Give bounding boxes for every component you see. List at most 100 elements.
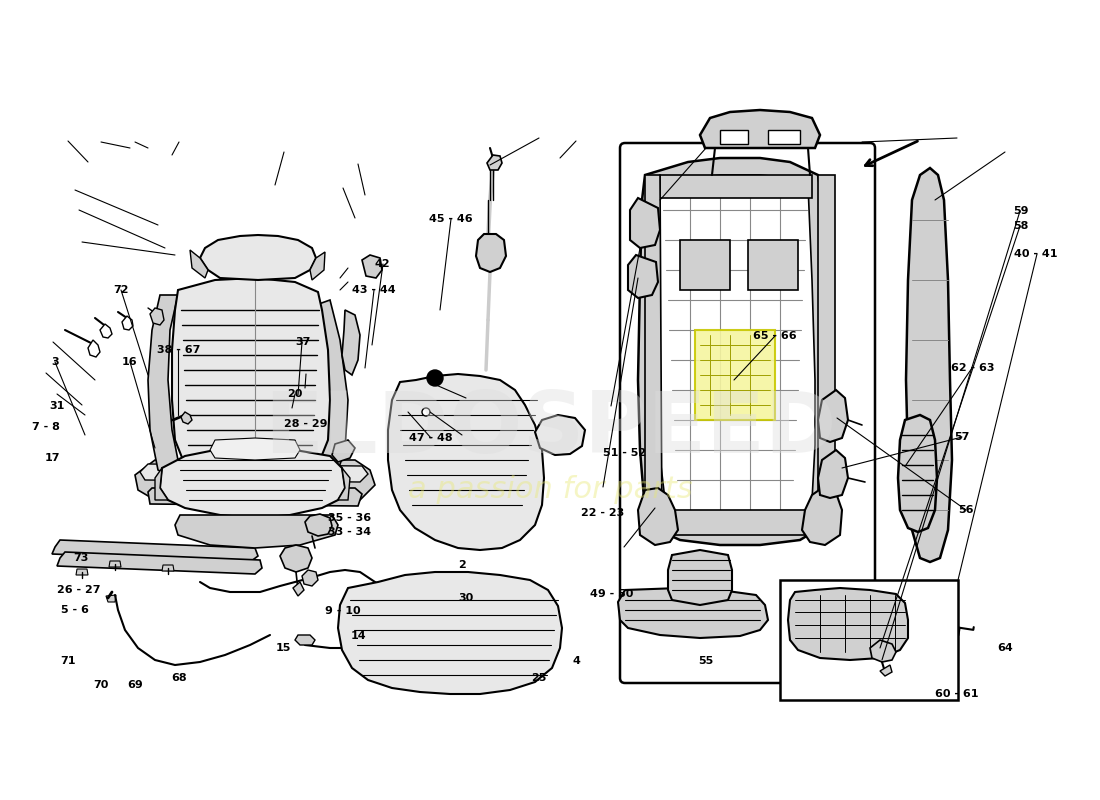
Polygon shape: [302, 570, 318, 586]
Bar: [780, 580, 958, 700]
Text: 28 - 29: 28 - 29: [284, 419, 328, 429]
Polygon shape: [645, 175, 662, 530]
Polygon shape: [57, 552, 262, 574]
Text: 5 - 6: 5 - 6: [60, 605, 89, 614]
Polygon shape: [190, 250, 208, 278]
Polygon shape: [638, 488, 678, 545]
Text: 20: 20: [287, 389, 303, 398]
Polygon shape: [162, 565, 174, 571]
Text: 47 - 48: 47 - 48: [409, 434, 453, 443]
Polygon shape: [140, 464, 368, 482]
Polygon shape: [172, 278, 330, 478]
Polygon shape: [135, 460, 375, 500]
Polygon shape: [535, 415, 585, 455]
Text: 49 - 50: 49 - 50: [590, 589, 634, 598]
Polygon shape: [88, 340, 100, 357]
Polygon shape: [660, 175, 812, 198]
Polygon shape: [148, 295, 180, 478]
Text: 70: 70: [94, 680, 109, 690]
Text: 38 - 67: 38 - 67: [156, 345, 200, 354]
Text: 71: 71: [60, 656, 76, 666]
Text: 30: 30: [459, 594, 474, 603]
Polygon shape: [122, 316, 133, 330]
Text: 33 - 34: 33 - 34: [328, 527, 372, 537]
Polygon shape: [880, 665, 892, 676]
Polygon shape: [818, 450, 848, 498]
Polygon shape: [338, 572, 562, 694]
Polygon shape: [362, 255, 382, 278]
Text: 64: 64: [998, 643, 1013, 653]
Polygon shape: [332, 440, 355, 462]
Text: 65 - 66: 65 - 66: [752, 331, 796, 341]
Text: 42: 42: [375, 259, 390, 269]
Text: 25: 25: [531, 674, 547, 683]
Polygon shape: [210, 438, 300, 460]
Polygon shape: [148, 488, 362, 506]
Polygon shape: [656, 175, 815, 528]
Text: 55: 55: [698, 656, 714, 666]
FancyBboxPatch shape: [620, 143, 875, 683]
Text: 16: 16: [122, 358, 138, 367]
Polygon shape: [668, 550, 732, 605]
Text: 26 - 27: 26 - 27: [57, 585, 101, 594]
Polygon shape: [818, 175, 835, 530]
Polygon shape: [720, 130, 748, 144]
Polygon shape: [310, 252, 324, 280]
Text: 56: 56: [958, 506, 974, 515]
Polygon shape: [870, 640, 896, 662]
Polygon shape: [155, 468, 168, 500]
Polygon shape: [338, 468, 350, 500]
Text: 2: 2: [458, 560, 466, 570]
Polygon shape: [802, 488, 842, 545]
Text: 68: 68: [172, 674, 187, 683]
Text: 69: 69: [128, 680, 143, 690]
Polygon shape: [898, 415, 937, 532]
Text: 22 - 23: 22 - 23: [581, 508, 625, 518]
Polygon shape: [788, 588, 908, 660]
Polygon shape: [476, 234, 506, 272]
Text: a passion for parts: a passion for parts: [408, 475, 692, 505]
Polygon shape: [295, 635, 315, 645]
Polygon shape: [109, 561, 121, 567]
Polygon shape: [106, 595, 116, 602]
Text: 73: 73: [74, 554, 89, 563]
Text: 59: 59: [1013, 206, 1028, 216]
Polygon shape: [680, 240, 730, 290]
Polygon shape: [293, 582, 304, 596]
Polygon shape: [342, 310, 360, 375]
Polygon shape: [175, 515, 338, 548]
Polygon shape: [280, 545, 312, 572]
Polygon shape: [768, 130, 800, 144]
Text: 15: 15: [276, 643, 292, 653]
Circle shape: [427, 370, 443, 386]
Polygon shape: [700, 110, 820, 148]
Text: ELDOSPEED: ELDOSPEED: [264, 389, 836, 471]
Polygon shape: [305, 514, 332, 536]
Polygon shape: [200, 235, 316, 280]
Polygon shape: [906, 168, 952, 562]
Polygon shape: [52, 540, 258, 562]
Text: 43 - 44: 43 - 44: [352, 285, 396, 294]
Polygon shape: [100, 324, 112, 338]
Polygon shape: [638, 158, 830, 545]
Text: 17: 17: [45, 453, 60, 462]
Polygon shape: [160, 448, 345, 518]
Text: 37: 37: [295, 338, 310, 347]
Text: 45 - 46: 45 - 46: [429, 214, 473, 224]
Polygon shape: [487, 155, 502, 170]
Text: 31: 31: [50, 402, 65, 411]
Text: 62 - 63: 62 - 63: [950, 363, 994, 373]
Text: 7 - 8: 7 - 8: [32, 422, 60, 432]
Text: 58: 58: [1013, 221, 1028, 230]
Text: 14: 14: [351, 631, 366, 641]
Polygon shape: [618, 588, 768, 638]
Text: 40 - 41: 40 - 41: [1014, 250, 1058, 259]
Text: 35 - 36: 35 - 36: [328, 514, 372, 523]
Polygon shape: [388, 374, 544, 550]
Text: 4: 4: [572, 656, 581, 666]
Polygon shape: [630, 198, 660, 248]
Polygon shape: [150, 308, 164, 325]
Text: 3: 3: [52, 358, 58, 367]
Text: 51 - 52: 51 - 52: [603, 448, 647, 458]
Polygon shape: [818, 390, 848, 442]
